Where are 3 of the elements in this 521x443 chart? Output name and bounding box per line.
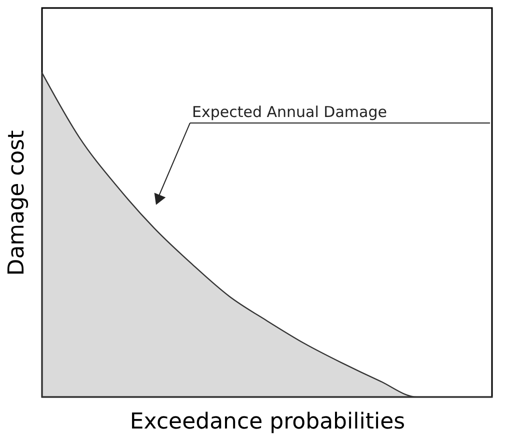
y-axis-title: Damage cost xyxy=(4,130,30,276)
annotation: Expected Annual Damage xyxy=(192,103,387,121)
x-axis-title: Exceedance probabilities xyxy=(130,410,406,434)
